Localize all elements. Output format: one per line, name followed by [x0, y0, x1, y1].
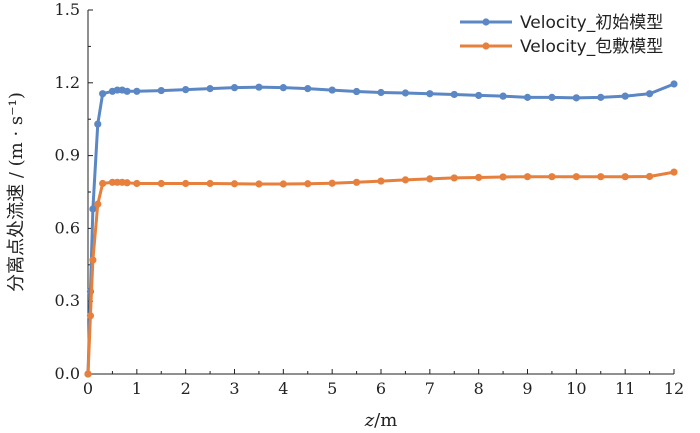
series-line: [86, 170, 675, 375]
x-tick-label: 5: [327, 379, 337, 398]
x-tick-label: 4: [278, 379, 288, 398]
x-tick-label: 9: [522, 379, 532, 398]
data-point: [230, 84, 239, 92]
legend-label: Velocity_初始模型: [520, 13, 663, 33]
data-point: [475, 91, 483, 100]
data-point: [279, 180, 287, 188]
data-point: [279, 84, 287, 92]
y-tick-label: 1.5: [55, 0, 80, 19]
legend-label: Velocity_包敷模型: [520, 37, 663, 57]
data-point: [352, 178, 361, 186]
data-point: [426, 175, 434, 183]
data-point: [84, 370, 92, 378]
series-2: [84, 168, 678, 378]
data-point: [450, 90, 458, 99]
x-tick-label: 7: [425, 379, 435, 398]
data-point: [304, 180, 312, 188]
data-point: [86, 312, 95, 320]
data-point: [548, 93, 556, 101]
data-point: [94, 120, 102, 128]
y-tick-label: 0.6: [55, 218, 80, 237]
data-point: [328, 86, 336, 94]
data-point: [157, 179, 165, 188]
data-point: [621, 173, 629, 181]
data-point: [206, 179, 214, 188]
x-tick-label: 11: [615, 379, 635, 398]
data-point: [157, 86, 165, 95]
data-point: [99, 179, 107, 188]
data-point: [89, 205, 97, 213]
y-tick-label: 0.0: [55, 364, 80, 383]
data-point: [621, 92, 629, 100]
legend-marker: [482, 42, 490, 50]
series-layer: [84, 80, 678, 378]
data-point: [377, 177, 385, 185]
x-tick-label: 6: [376, 379, 386, 398]
data-point: [645, 90, 654, 98]
y-axis-title: 分离点处流速 / (m · s⁻¹): [6, 92, 27, 292]
data-point: [377, 88, 385, 97]
y-tick-label: 0.3: [55, 291, 80, 310]
data-point: [572, 173, 580, 181]
data-point: [597, 173, 605, 181]
series-line: [86, 82, 675, 375]
data-point: [352, 87, 361, 96]
data-point: [523, 93, 532, 101]
x-tick-label: 1: [132, 379, 142, 398]
series-1: [84, 80, 678, 378]
data-point: [133, 179, 141, 188]
axes: [87, 10, 674, 375]
data-point: [450, 174, 458, 182]
data-point: [426, 90, 434, 98]
data-point: [670, 80, 678, 88]
data-point: [670, 168, 678, 176]
legend-item: Velocity_初始模型: [460, 13, 663, 33]
x-axis-title: z/m: [364, 410, 398, 431]
data-point: [206, 85, 214, 93]
x-tick-label: 2: [181, 379, 191, 398]
x-tick-label: 12: [664, 379, 684, 398]
data-point: [182, 179, 190, 188]
data-point: [499, 92, 507, 100]
data-point: [304, 85, 312, 93]
data-point: [645, 172, 654, 181]
data-point: [597, 93, 605, 101]
data-point: [255, 180, 263, 188]
data-point: [230, 180, 239, 188]
x-tick-label: 3: [229, 379, 239, 398]
x-tick-label: 10: [566, 379, 586, 398]
data-point: [182, 85, 190, 94]
y-tick-label: 0.9: [55, 146, 80, 165]
data-point: [89, 256, 97, 264]
legend: Velocity_初始模型 Velocity_包敷模型: [460, 13, 663, 57]
legend-marker: [482, 18, 490, 26]
data-point: [123, 87, 131, 95]
data-point: [499, 173, 507, 181]
data-point: [523, 173, 532, 181]
data-point: [255, 83, 263, 91]
data-point: [401, 176, 410, 184]
data-point: [133, 87, 141, 95]
x-tick-label: 0: [83, 379, 93, 398]
x-axis-title-unit: /m: [374, 410, 397, 431]
legend-item: Velocity_包敷模型: [460, 37, 663, 57]
data-point: [401, 89, 410, 97]
data-point: [475, 173, 483, 182]
y-tick-label: 1.2: [55, 73, 80, 92]
data-point: [99, 90, 107, 98]
data-point: [548, 173, 556, 181]
data-point: [328, 179, 336, 187]
y-ticks: 0.0 0.3 0.6 0.9 1.2 1.5: [55, 0, 93, 383]
x-tick-label: 8: [474, 379, 484, 398]
x-ticks: 0 1 2 3 4 5 6 7 8 9 10 11 12: [83, 369, 684, 398]
data-point: [94, 200, 102, 208]
data-point: [123, 179, 131, 187]
data-point: [572, 94, 580, 102]
x-axis-title-variable: z: [364, 410, 375, 431]
